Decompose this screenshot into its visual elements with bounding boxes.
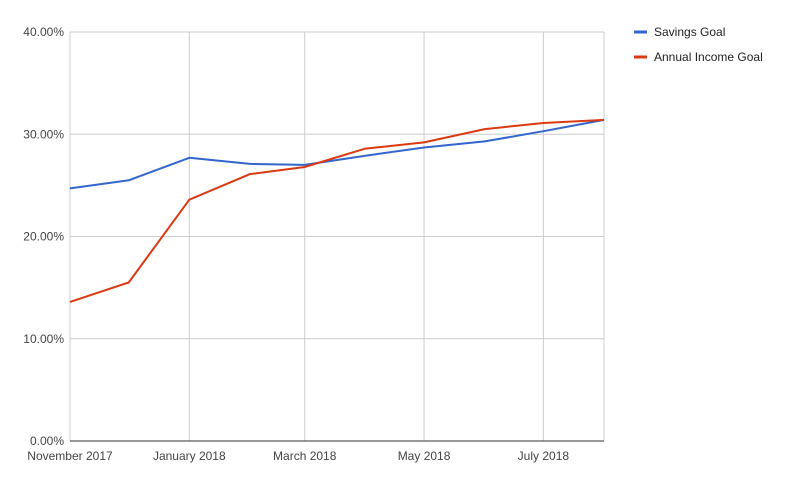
series-line-savings-goal: [69, 118, 605, 190]
legend-label-annual-income-goal: Annual Income Goal: [654, 50, 763, 64]
legend-label-savings-goal: Savings Goal: [654, 25, 725, 39]
x-tick-label: January 2018: [153, 449, 226, 463]
x-tick-label: March 2018: [273, 449, 337, 463]
series-lines: [69, 118, 605, 303]
legend: Savings Goal Annual Income Goal: [634, 25, 763, 64]
y-tick-label: 30.00%: [23, 127, 64, 141]
x-tick-label: November 2017: [27, 449, 113, 463]
y-tick-label: 10.00%: [23, 332, 64, 346]
series-line-annual-income-goal: [69, 118, 605, 303]
y-tick-label: 40.00%: [23, 25, 64, 39]
x-tick-label: July 2018: [518, 449, 570, 463]
grid-lines: [69, 31, 605, 441]
x-tick-label: May 2018: [398, 449, 451, 463]
y-tick-label: 20.00%: [23, 230, 64, 244]
y-tick-label: 0.00%: [30, 434, 64, 448]
axes: 0.00% 10.00% 20.00% 30.00% 40.00% November 20…: [23, 25, 604, 463]
